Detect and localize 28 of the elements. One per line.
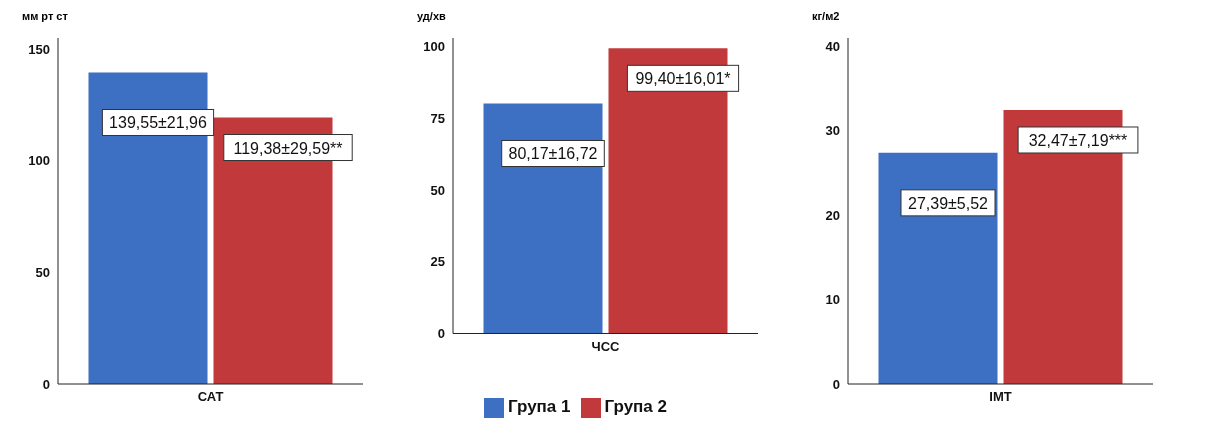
- legend-label: Група 2: [604, 397, 668, 417]
- data-label: 119,38±29,59**: [233, 139, 343, 157]
- y-tick-label: 100: [423, 39, 445, 55]
- data-label: 27,39±5,52: [908, 194, 989, 212]
- data-label: 80,17±16,72: [508, 145, 598, 163]
- y-tick-label: 100: [28, 153, 50, 169]
- data-label: 32,47±7,19***: [1028, 131, 1128, 149]
- y-tick-label: 50: [35, 265, 50, 280]
- y-axis-title: кг/м2: [812, 10, 840, 22]
- data-label: 99,40±16,01*: [635, 70, 731, 88]
- x-tick-label: ЧСС: [591, 338, 621, 354]
- x-tick-label: ІМТ: [989, 389, 1012, 405]
- y-tick-label: 10: [825, 292, 840, 308]
- y-tick-label: 0: [42, 376, 50, 392]
- data-label: 139,55±21,96: [109, 114, 207, 132]
- y-tick-label: 25: [430, 254, 445, 270]
- y-tick-label: 20: [825, 207, 840, 223]
- y-axis-title: уд/хв: [417, 10, 446, 22]
- y-tick-label: 40: [825, 39, 840, 55]
- y-tick-label: 0: [832, 376, 840, 392]
- y-tick-label: 50: [430, 182, 445, 198]
- x-tick-label: САТ: [197, 389, 224, 405]
- y-tick-label: 30: [825, 123, 840, 139]
- y-tick-label: 0: [437, 326, 445, 342]
- y-tick-label: 75: [430, 110, 445, 126]
- legend-label: Група 1: [507, 397, 571, 417]
- y-axis-title: мм рт ст: [22, 10, 68, 22]
- y-tick-label: 150: [28, 41, 50, 57]
